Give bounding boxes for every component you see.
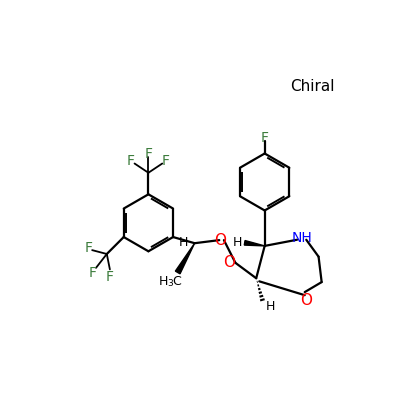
Polygon shape bbox=[175, 243, 195, 274]
Text: C: C bbox=[172, 274, 181, 287]
Text: F: F bbox=[145, 146, 152, 160]
Text: F: F bbox=[127, 154, 135, 168]
Text: O: O bbox=[223, 254, 235, 269]
Text: H: H bbox=[179, 235, 189, 249]
Text: F: F bbox=[88, 266, 96, 280]
Text: H: H bbox=[265, 300, 275, 313]
Text: F: F bbox=[261, 130, 269, 144]
Text: F: F bbox=[84, 241, 93, 254]
Text: H: H bbox=[233, 235, 243, 248]
Text: 3: 3 bbox=[167, 278, 173, 287]
Text: F: F bbox=[106, 269, 114, 283]
Polygon shape bbox=[244, 241, 265, 246]
Text: H: H bbox=[159, 274, 169, 287]
Text: F: F bbox=[162, 154, 170, 168]
Text: O: O bbox=[300, 292, 312, 307]
Text: Chiral: Chiral bbox=[290, 79, 335, 94]
Text: NH: NH bbox=[292, 231, 313, 245]
Text: O: O bbox=[214, 232, 226, 247]
